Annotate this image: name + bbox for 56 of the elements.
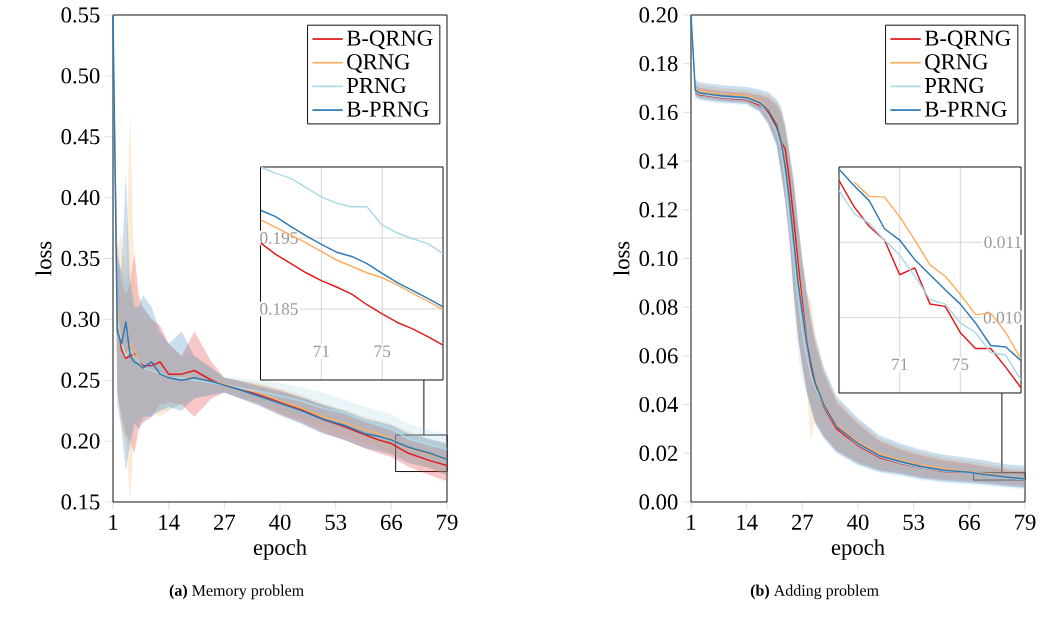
x-tick-label: 53	[325, 514, 347, 530]
x-tick-label: 66	[380, 514, 402, 530]
x-axis-title: epoch	[253, 539, 307, 560]
y-tick-label: 0.08	[639, 299, 678, 315]
legend-label: B-PRNG	[346, 101, 429, 117]
y-tick-label: 0.35	[61, 250, 100, 267]
y-tick-label: 0.011	[984, 236, 1022, 249]
y-tick-label: 0.45	[61, 129, 100, 145]
x-tick-label: 53	[903, 514, 925, 530]
y-tick-label: 0.02	[639, 445, 678, 461]
text: (b) Adding problem	[750, 584, 879, 600]
y-tick-label: 0.14	[639, 153, 678, 169]
y-tick-label: 0.04	[639, 396, 678, 413]
y-tick-label: 0.195	[260, 232, 298, 244]
y-tick-label: 0.16	[639, 104, 678, 121]
x-tick-label: 1	[109, 514, 118, 530]
legend-label: B-QRNG	[924, 30, 1011, 50]
x-tick-label: 40	[847, 514, 869, 530]
x-tick-label: 79	[437, 514, 458, 530]
line-series	[260, 166, 444, 255]
x-tick-label: 79	[1015, 514, 1036, 530]
x-tick-label: 14	[737, 514, 758, 530]
y-tick-label: 0.40	[61, 189, 100, 206]
x-tick-label: 14	[159, 514, 180, 530]
x-tick-label: 27	[792, 514, 814, 530]
legend-label: QRNG	[925, 54, 988, 73]
y-tick-label: 0.55	[61, 7, 100, 23]
y-tick-label: 0.25	[61, 372, 100, 388]
x-tick-label: 71	[313, 345, 329, 358]
x-tick-label: 1	[687, 514, 696, 530]
y-tick-label: 0.50	[61, 68, 100, 84]
y-tick-label: 0.00	[639, 494, 678, 510]
y-tick-label: 0.06	[639, 348, 678, 364]
y-tick-label: 0.20	[61, 433, 100, 449]
y-tick-label: 0.30	[61, 311, 100, 328]
y-tick-label: 0.20	[639, 7, 678, 23]
x-tick-label: 66	[958, 514, 980, 530]
legend-label: PRNG	[346, 77, 407, 94]
y-axis-title: loss	[613, 241, 630, 276]
y-tick-label: 0.185	[260, 303, 298, 315]
legend-label: PRNG	[924, 77, 985, 94]
text: (a) Memory problem	[169, 584, 304, 600]
y-tick-label: 0.18	[639, 55, 678, 72]
legend-label: QRNG	[347, 54, 410, 73]
y-tick-label: 0.15	[61, 494, 100, 510]
x-tick-label: 40	[269, 514, 291, 530]
y-tick-label: 0.10	[639, 250, 678, 267]
x-tick-label: 75	[374, 345, 391, 358]
x-axis-title: epoch	[831, 539, 885, 560]
y-axis-title: loss	[35, 241, 52, 276]
y-tick-label: 0.12	[639, 202, 678, 218]
x-tick-label: 27	[214, 514, 236, 530]
x-tick-label: 71	[892, 358, 908, 371]
x-tick-label: 75	[952, 358, 969, 371]
legend-label: B-QRNG	[346, 30, 433, 50]
legend-label: B-PRNG	[924, 101, 1007, 117]
